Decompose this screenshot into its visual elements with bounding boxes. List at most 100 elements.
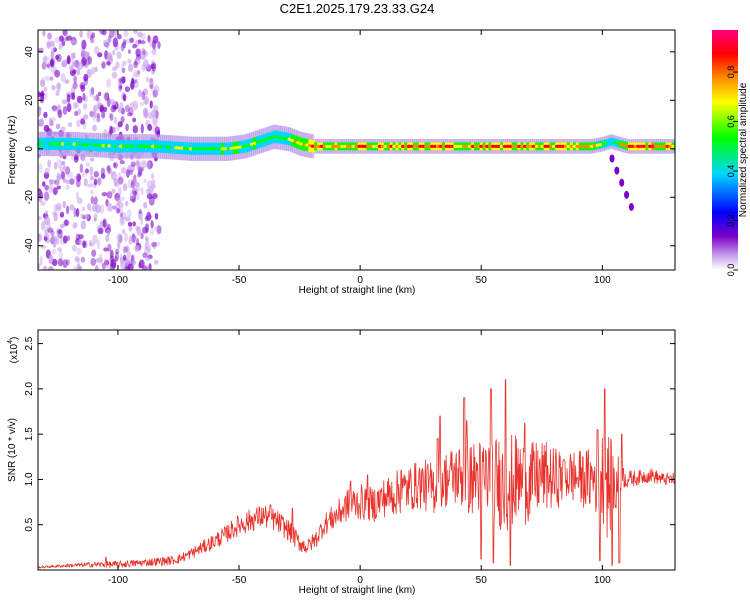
spectrogram-speckle xyxy=(56,175,62,181)
spectrogram-speckle xyxy=(56,185,61,190)
spectrogram-speckle xyxy=(122,246,126,255)
spectrogram-speckle xyxy=(124,200,129,207)
spectrogram-speckle xyxy=(138,169,143,177)
spectrogram-speckle xyxy=(130,161,137,167)
spectrogram-speckle xyxy=(100,167,106,176)
spectrogram-speckle xyxy=(138,89,142,97)
spectrogram-speckle xyxy=(59,223,66,229)
spectrogram-speckle xyxy=(114,251,120,262)
spectrogram-speckle xyxy=(121,76,126,84)
spectrogram-speckle xyxy=(121,67,126,74)
spectrogram-speckle xyxy=(109,113,114,121)
spectrogram-speckle xyxy=(113,116,118,125)
spectrogram-speckle xyxy=(53,212,58,222)
spectrogram-speckle xyxy=(139,101,145,107)
spectrogram-speckle xyxy=(69,204,75,211)
spectrogram-speckle xyxy=(147,123,153,132)
spectrogram-speckle xyxy=(103,39,107,47)
spectrogram-speckle xyxy=(56,229,62,235)
spectrogram-speckle xyxy=(76,263,81,270)
spectrogram-speckle xyxy=(83,178,88,187)
spectrogram-speckle xyxy=(140,160,147,169)
spectrogram-speckle xyxy=(151,241,157,248)
spectrogram-speckle xyxy=(56,203,62,212)
spectrogram-y-ticks: -40 -20 0 20 40 xyxy=(24,46,675,253)
spectrogram-speckle xyxy=(103,92,109,101)
spectrogram-speckle xyxy=(97,227,103,234)
spectrogram-speckle xyxy=(110,258,117,268)
spectrogram-speckle xyxy=(119,216,126,227)
spectrogram-x-tick-label: 0 xyxy=(357,275,363,286)
spectrogram-speckle xyxy=(69,178,75,185)
spectrogram-speckle xyxy=(124,104,130,113)
spectrogram-speckle xyxy=(140,123,144,134)
spectrogram-speckle xyxy=(50,64,55,75)
spectrogram-speckle xyxy=(87,183,94,188)
spectrogram-speckle xyxy=(106,191,113,199)
spectrogram-speckle xyxy=(67,171,74,179)
spectrogram-speckle xyxy=(133,235,139,245)
spectrogram-marks xyxy=(38,30,675,270)
spectrogram-speckle xyxy=(55,54,60,60)
spectrogram-speckle xyxy=(136,226,142,236)
spectrogram-speckle xyxy=(38,234,41,242)
spectrogram-speckle xyxy=(62,106,68,115)
spectrogram-speckle xyxy=(100,173,106,179)
spectrogram-speckle xyxy=(39,79,46,88)
spectrogram-speckle xyxy=(72,82,78,90)
spectrogram-speckle xyxy=(132,43,138,49)
spectrogram-speckle xyxy=(38,215,42,221)
spectrogram-speckle xyxy=(104,257,108,268)
spectrogram-speckle xyxy=(112,105,117,110)
spectrogram-speckle xyxy=(62,200,67,209)
spectrogram-speckle xyxy=(56,82,61,90)
spectrogram-speckle xyxy=(76,119,81,128)
spectrogram-speckle xyxy=(76,173,81,182)
spectrogram-speckle xyxy=(148,80,154,86)
spectrogram-speckle xyxy=(64,219,68,227)
spectrogram-speckle xyxy=(99,253,103,262)
snr-y-tick-label: 2.0 xyxy=(24,381,35,395)
spectrogram-speckle xyxy=(113,30,118,37)
spectrogram-speckle xyxy=(86,203,92,211)
spectrogram-speckle xyxy=(131,77,135,84)
snr-x-tick-label: -100 xyxy=(108,575,128,586)
spectrogram-speckle xyxy=(76,95,83,104)
spectrogram-speckle xyxy=(107,167,113,174)
spectrogram-speckle xyxy=(83,73,89,82)
spectrogram-speckle xyxy=(138,211,143,220)
spectrogram-speckle xyxy=(97,257,104,263)
spectrogram-speckle xyxy=(84,213,90,220)
spectrogram-speckle xyxy=(50,44,56,52)
spectrogram-speckle xyxy=(62,165,67,172)
spectrogram-speckle xyxy=(43,191,50,202)
snr-x-ticks: -100 -50 0 50 100 xyxy=(108,330,611,586)
spectrogram-speckle xyxy=(129,101,135,108)
spectrogram-speckle xyxy=(145,223,149,234)
spectrogram-speckle xyxy=(127,49,131,54)
spectrogram-speckle xyxy=(106,228,111,237)
spectrogram-speckle xyxy=(134,78,139,89)
spectrogram-speckle xyxy=(91,32,96,39)
spectrogram-speckle xyxy=(60,72,66,83)
spectrogram-frame xyxy=(37,29,676,271)
spectrogram-speckle xyxy=(71,244,77,252)
spectrogram-speckle xyxy=(122,60,127,66)
spectrogram-speckle xyxy=(80,213,85,219)
spectrogram-speckle xyxy=(88,240,93,247)
spectrogram-speckle xyxy=(47,159,52,168)
snr-multiplier-base: (x10 xyxy=(9,343,20,363)
spectrogram-speckle xyxy=(152,192,158,200)
spectrogram-speckle xyxy=(126,209,132,218)
spectrogram-speckle xyxy=(120,167,127,174)
spectrogram-speckle xyxy=(73,154,79,163)
spectrogram-speckle xyxy=(48,254,54,264)
spectrogram-speckle xyxy=(49,76,54,81)
spectrogram-speckle xyxy=(129,80,136,90)
spectrogram-speckle xyxy=(47,32,52,40)
spectrogram-speckle xyxy=(119,160,125,165)
spectrogram-speckle xyxy=(40,118,45,127)
spectrogram-spur xyxy=(619,178,625,187)
spectrogram-speckle xyxy=(108,55,113,63)
spectrogram-speckle xyxy=(127,58,132,64)
